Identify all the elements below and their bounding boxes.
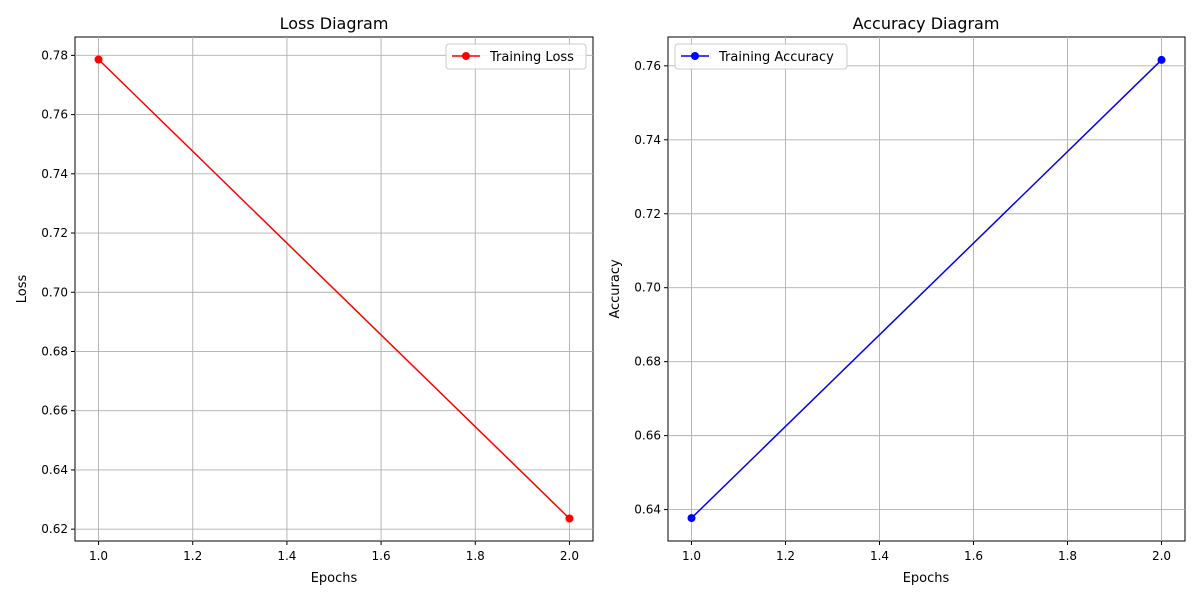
loss-x-tick-label: 1.0	[89, 549, 108, 563]
loss-ticks: 1.0 1.2 1.4 1.6 1.8 2.0 0.62 0.64 0.66 0.68 0.70 0.…	[41, 48, 579, 563]
loss-y-tick-label: 0.64	[41, 463, 68, 477]
accuracy-legend-marker	[691, 52, 699, 60]
accuracy-y-tick-label: 0.76	[634, 59, 661, 73]
accuracy-x-tick-label: 1.6	[964, 549, 983, 563]
loss-x-tick-label: 1.4	[277, 549, 296, 563]
loss-y-tick-label: 0.62	[41, 522, 68, 536]
loss-x-tick-label: 1.8	[466, 549, 485, 563]
loss-legend-label: Training Loss	[489, 50, 574, 65]
accuracy-grid	[668, 37, 1185, 541]
accuracy-x-tick-label: 1.4	[870, 549, 889, 563]
accuracy-y-tick-label: 0.72	[634, 207, 661, 221]
accuracy-x-tick-label: 1.0	[682, 549, 701, 563]
accuracy-data-point	[1157, 55, 1166, 64]
loss-x-tick-label: 2.0	[560, 549, 579, 563]
loss-plot-area	[74, 36, 594, 542]
loss-x-axis-label: Epochs	[311, 571, 358, 586]
loss-y-tick-label: 0.70	[41, 285, 68, 299]
loss-series-line	[98, 58, 570, 520]
accuracy-series-line	[690, 59, 1163, 519]
accuracy-legend-box	[674, 43, 848, 70]
loss-y-tick-label: 0.76	[41, 108, 68, 122]
loss-chart: Loss Diagram 1.0 1.2 1.4 1.6 1.8 2.0 0.62 0.64 0…	[15, 14, 594, 586]
loss-legend-marker	[462, 52, 470, 60]
loss-y-tick-label: 0.66	[41, 404, 68, 418]
loss-data-point	[94, 55, 103, 64]
accuracy-plot-area	[667, 36, 1186, 542]
accuracy-y-axis-label: Accuracy	[608, 259, 623, 319]
accuracy-x-tick-label: 1.2	[776, 549, 795, 563]
accuracy-x-tick-label: 2.0	[1152, 549, 1171, 563]
accuracy-y-tick-label: 0.64	[634, 503, 661, 517]
loss-data-point	[565, 514, 574, 523]
loss-chart-title: Loss Diagram	[280, 14, 389, 33]
accuracy-chart: Accuracy Diagram 1.0 1.2 1.4 1.6 1.8 2.0 0.64 0…	[608, 14, 1186, 586]
loss-y-tick-label: 0.78	[41, 48, 68, 62]
loss-y-tick-label: 0.72	[41, 226, 68, 240]
accuracy-y-tick-label: 0.70	[634, 281, 661, 295]
loss-legend: Training Loss	[445, 43, 587, 70]
accuracy-x-tick-label: 1.8	[1058, 549, 1077, 563]
loss-x-tick-label: 1.2	[183, 549, 202, 563]
accuracy-x-axis-label: Epochs	[903, 571, 950, 586]
accuracy-legend-label: Training Accuracy	[718, 50, 834, 65]
loss-legend-box	[445, 43, 587, 70]
accuracy-series	[687, 55, 1166, 523]
loss-grid	[75, 37, 593, 541]
loss-x-tick-label: 1.6	[372, 549, 391, 563]
accuracy-legend: Training Accuracy	[674, 43, 848, 70]
loss-y-axis-label: Loss	[15, 275, 30, 304]
accuracy-y-tick-label: 0.74	[634, 133, 661, 147]
accuracy-y-tick-label: 0.66	[634, 429, 661, 443]
accuracy-y-tick-label: 0.68	[634, 355, 661, 369]
loss-series	[94, 55, 574, 523]
loss-y-tick-label: 0.74	[41, 167, 68, 181]
accuracy-chart-title: Accuracy Diagram	[853, 14, 1000, 33]
accuracy-ticks: 1.0 1.2 1.4 1.6 1.8 2.0 0.64 0.66 0.68 0.70 0.72 0.…	[634, 59, 1171, 563]
accuracy-data-point	[687, 514, 696, 523]
loss-y-tick-label: 0.68	[41, 344, 68, 358]
